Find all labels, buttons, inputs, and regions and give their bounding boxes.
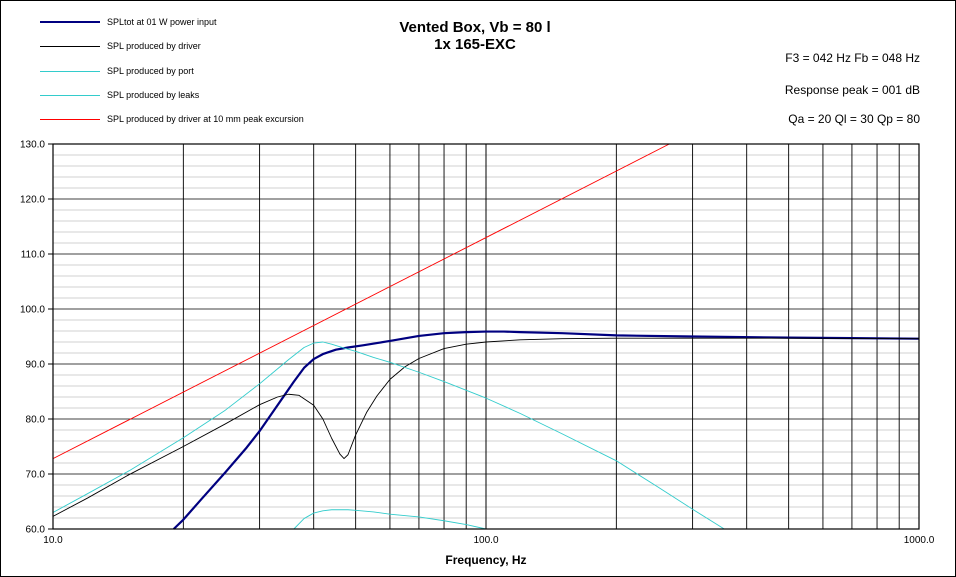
legend-label-spltot: SPLtot at 01 W power input [107, 17, 217, 27]
legend-swatch-port [40, 71, 100, 72]
legend-swatch-spltot [40, 21, 100, 23]
legend-label-leaks: SPL produced by leaks [107, 90, 200, 100]
legend-swatch-excursion [40, 119, 100, 120]
chart-title: Vented Box, Vb = 80 l 1x 165-EXC [330, 19, 620, 53]
legend-label-port: SPL produced by port [107, 66, 194, 76]
info-response-peak: Response peak = 001 dB [784, 83, 920, 97]
info-q-values: Qa = 20 Ql = 30 Qp = 80 [788, 112, 920, 126]
chart-title-line-2: 1x 165-EXC [434, 36, 516, 53]
legend-swatch-leaks [40, 95, 100, 96]
info-f3-fb: F3 = 042 Hz Fb = 048 Hz [785, 51, 920, 65]
legend-label-excursion: SPL produced by driver at 10 mm peak exc… [107, 114, 304, 124]
legend-swatch-driver [40, 46, 100, 47]
legend-label-driver: SPL produced by driver [107, 41, 201, 51]
chart-title-line-1: Vented Box, Vb = 80 l [399, 19, 551, 36]
